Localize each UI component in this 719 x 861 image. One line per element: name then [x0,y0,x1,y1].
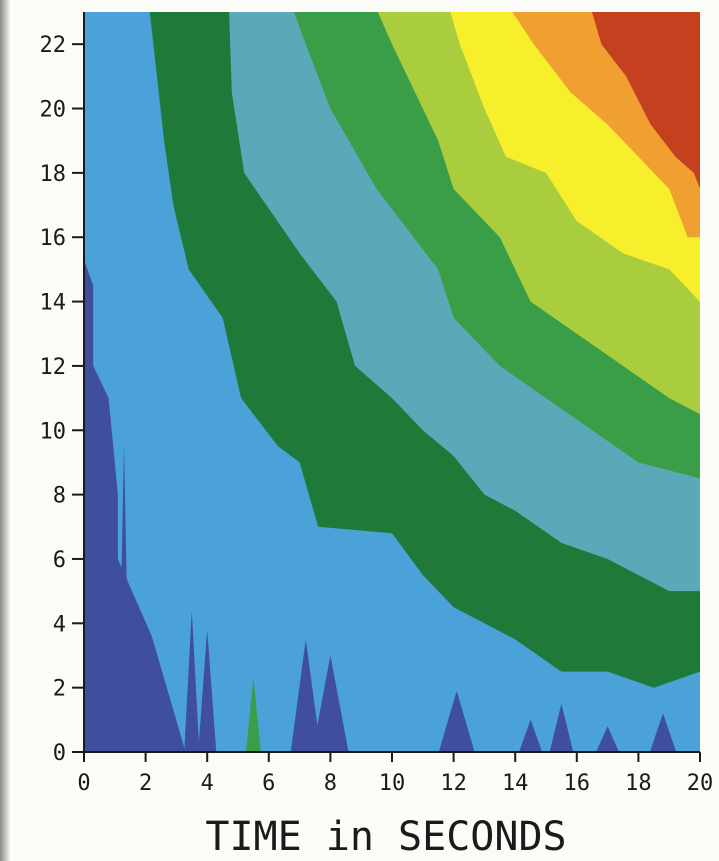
axes: 0 2 4 6 8 10 12 14 16 18 20 22 0 2 4 6 8 10 12 14 16 18 20 [40,12,713,796]
y-tick-label-4: 4 [53,612,66,637]
contour-spike-11 [245,678,261,752]
contour-spike-2 [198,629,217,752]
y-tick-label-14: 14 [40,291,67,316]
x-tick-label-6: 6 [262,771,275,796]
y-tick-label-10: 10 [40,419,67,444]
contour-region-level-8 [591,12,700,189]
x-tick-label-8: 8 [324,771,337,796]
x-tick-label-14: 14 [502,771,529,796]
x-ticks: 0 2 4 6 8 10 12 14 16 18 20 [77,752,713,796]
x-tick-label-10: 10 [379,771,406,796]
y-tick-label-22: 22 [40,33,67,58]
plot-area [84,12,700,752]
x-tick-label-16: 16 [564,771,591,796]
page-edge-shadow [0,0,10,861]
contour-layer [84,12,700,752]
contour-spike-6 [519,719,543,752]
x-tick-label-0: 0 [77,771,90,796]
y-tick-label-20: 20 [40,98,67,123]
contour-spike-8 [596,726,620,752]
contour-spike-7 [549,703,574,752]
contour-spike-3 [290,639,321,752]
y-ticks: 0 2 4 6 8 10 12 14 16 18 20 22 [40,33,84,766]
x-tick-label-20: 20 [687,771,714,796]
y-tick-label-0: 0 [53,741,66,766]
y-tick-label-18: 18 [40,162,67,187]
contour-spike-9 [649,713,677,752]
contour-spike-10 [117,446,131,752]
x-tick-label-18: 18 [625,771,652,796]
x-tick-label-12: 12 [440,771,467,796]
contour-spike-4 [312,655,349,752]
x-axis-title: TIME in SECONDS [205,814,566,860]
y-tick-label-2: 2 [53,677,66,702]
spike-layer [117,446,677,752]
y-tick-label-8: 8 [53,484,66,509]
x-tick-label-4: 4 [201,771,214,796]
y-tick-label-6: 6 [53,548,66,573]
y-tick-label-12: 12 [40,355,67,380]
x-tick-label-2: 2 [139,771,152,796]
contour-spike-5 [438,690,475,752]
y-tick-label-16: 16 [40,226,67,251]
contour-spike-1 [184,610,200,752]
